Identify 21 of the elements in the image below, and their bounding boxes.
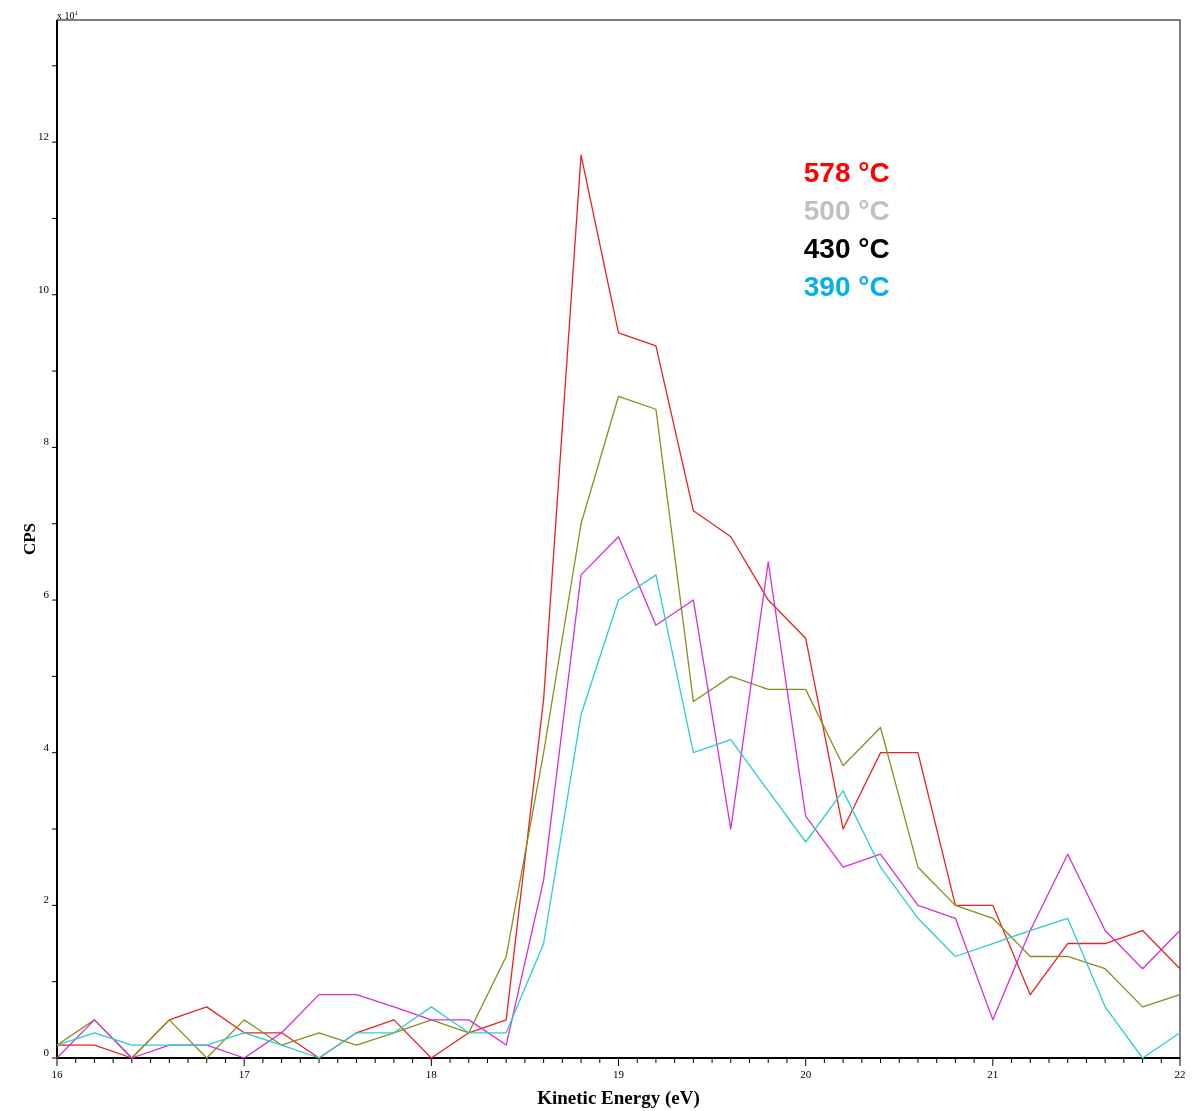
y-tick-label: 12 (38, 130, 49, 143)
x-tick-label: 16 (51, 1068, 63, 1080)
x-axis-title: Kinetic Energy (eV) (537, 1087, 700, 1109)
annotation: 578 °C (803, 157, 890, 188)
x-tick-label: 17 (238, 1068, 251, 1080)
x-tick-label: 22 (1174, 1068, 1186, 1080)
y-tick-label: 4 (43, 740, 50, 753)
y-tick-label: 8 (43, 435, 50, 448)
annotation: 390 °C (803, 271, 890, 302)
y-tick-label: 6 (43, 588, 50, 601)
y-tick-label: 0 (43, 1046, 50, 1058)
y-tick-label: 2 (43, 893, 49, 906)
y-axis-title: CPS (20, 522, 39, 556)
x-tick-label: 21 (987, 1068, 999, 1080)
annotation: 500 °C (803, 195, 890, 226)
x-tick-label: 18 (425, 1068, 438, 1080)
y-tick-label: 10 (38, 282, 50, 295)
annotation: 430 °C (803, 233, 890, 264)
x-tick-label: 20 (800, 1068, 812, 1080)
annotation: x 10$^{1}$ (57, 9, 79, 21)
x-tick-label: 19 (613, 1068, 625, 1080)
